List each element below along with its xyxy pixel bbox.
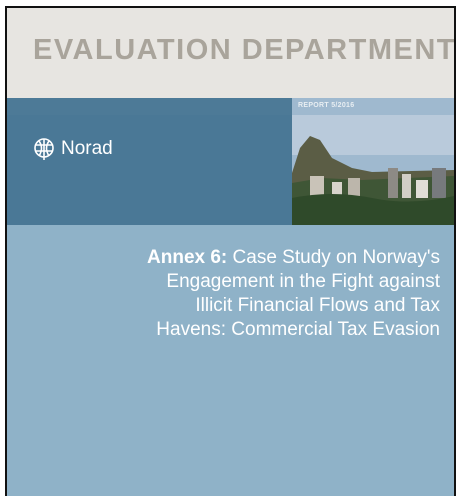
- city-photo: [292, 98, 454, 225]
- title-line: Engagement in the Fight against: [147, 270, 440, 294]
- logo-text: Norad: [61, 138, 113, 160]
- title-text: Case Study on Norway's: [233, 247, 440, 268]
- page: EVALUATION DEPARTMENT REPORT 5/2016 Nora…: [0, 0, 461, 494]
- title-line: Annex 6: Case Study on Norway's: [147, 246, 440, 270]
- report-number: REPORT 5/2016: [298, 102, 354, 109]
- logo-icon: [33, 136, 55, 162]
- department-title: EVALUATION DEPARTMENT: [33, 34, 456, 67]
- report-cover: EVALUATION DEPARTMENT REPORT 5/2016 Nora…: [5, 6, 456, 496]
- annex-label: Annex 6:: [147, 247, 227, 268]
- annex-title: Annex 6: Case Study on Norway's Engageme…: [147, 246, 440, 342]
- norad-logo: Norad: [33, 136, 113, 162]
- header-band: EVALUATION DEPARTMENT: [7, 8, 454, 98]
- title-line: Illicit Financial Flows and Tax: [147, 294, 440, 318]
- title-line: Havens: Commercial Tax Evasion: [147, 318, 440, 342]
